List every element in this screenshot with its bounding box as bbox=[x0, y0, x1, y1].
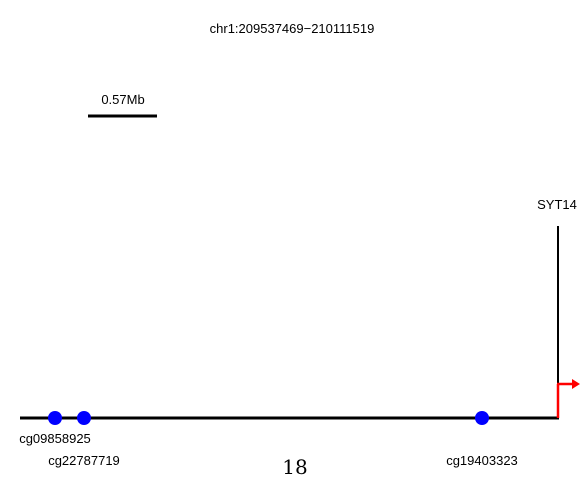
probe-marker-cg19403323 bbox=[475, 411, 489, 425]
gene-label: SYT14 bbox=[537, 197, 577, 212]
probe-label-cg19403323: cg19403323 bbox=[446, 453, 518, 468]
probe-marker-cg09858925 bbox=[48, 411, 62, 425]
page-number: 18 bbox=[282, 455, 307, 478]
tss-arrow-icon bbox=[556, 379, 580, 418]
probe-label-cg09858925: cg09858925 bbox=[19, 431, 91, 446]
region-title: chr1:209537469−210111519 bbox=[210, 21, 375, 36]
probe-marker-cg22787719 bbox=[77, 411, 91, 425]
probe-label-cg22787719: cg22787719 bbox=[48, 453, 120, 468]
scale-bar-label: 0.57Mb bbox=[101, 92, 144, 107]
